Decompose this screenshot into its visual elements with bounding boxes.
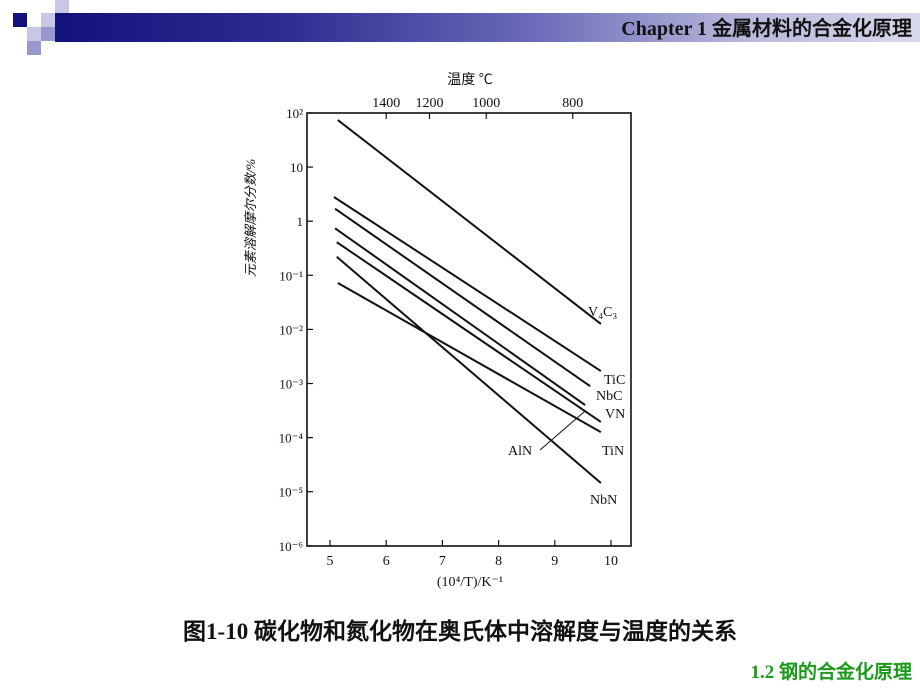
y-tick-label: 10⁻²	[279, 322, 303, 337]
series-label: V₄C₃	[588, 305, 617, 320]
x-tick-label: 7	[439, 554, 446, 569]
figure-caption: 图1-10 碳化物和氮化物在奥氏体中溶解度与温度的关系	[183, 619, 737, 644]
deco-square	[27, 27, 41, 41]
y-tick-label: 10⁻³	[279, 377, 303, 392]
plot-frame	[306, 112, 632, 547]
y-tick-label: 10⁻⁴	[279, 431, 304, 446]
y-tick-label: 10	[290, 160, 303, 175]
series-label: TiC	[604, 373, 625, 388]
y-tick-label: 10⁻⁵	[279, 485, 303, 500]
y-axis-label: 元素溶解摩尔分数/%	[243, 158, 258, 278]
deco-square	[41, 27, 55, 41]
section-footer: 1.2 钢的合金化原理	[750, 662, 912, 683]
chart-svg: 5 6 7 8 9 10 (10⁴/T)/K⁻¹ 1400 1200 1000 800 温度 ℃ 10²…	[279, 72, 632, 590]
series-line-tin	[337, 282, 602, 434]
top-x-axis-label: 温度 ℃	[447, 72, 493, 88]
series-label: TiN	[602, 444, 624, 459]
top-x-tick-label: 800	[562, 96, 583, 111]
series-line-nbn	[336, 256, 602, 484]
x-axis-label: (10⁴/T)/K⁻¹	[437, 575, 503, 590]
series-line-vn	[334, 227, 586, 406]
top-x-tick-label: 1400	[372, 96, 400, 111]
x-tick-label: 9	[551, 554, 558, 569]
series-line-vc	[337, 119, 602, 325]
series-label: NbC	[596, 389, 622, 404]
series-label: VN	[605, 407, 625, 422]
header-bar	[55, 13, 920, 42]
top-x-tick-label: 1200	[415, 96, 443, 111]
top-x-tick-label: 1000	[472, 96, 500, 111]
aln-leader-line	[539, 410, 586, 451]
deco-square	[13, 13, 27, 27]
y-tick-label: 10²	[286, 106, 303, 121]
x-tick-label: 5	[327, 554, 334, 569]
x-tick-label: 6	[383, 554, 390, 569]
series-line-aln	[336, 241, 602, 423]
x-tick-label: 10	[604, 554, 618, 569]
deco-square	[41, 13, 55, 27]
deco-square	[55, 0, 69, 13]
y-tick-label: 10⁻⁶	[279, 539, 303, 554]
chart: 5 6 7 8 9 10 (10⁴/T)/K⁻¹ 1400 1200 1000 800 温度 ℃ 10²…	[279, 72, 632, 590]
series-line-tic	[333, 196, 602, 372]
x-tick-label: 8	[495, 554, 502, 569]
y-tick-label: 1	[297, 214, 304, 229]
series-line-nbc	[334, 207, 591, 388]
series-label: NbN	[590, 493, 617, 508]
chapter-title: Chapter 1 金属材料的合金化原理	[621, 18, 912, 40]
deco-square	[27, 41, 41, 55]
aln-annotation: AlN	[508, 444, 532, 459]
y-tick-label: 10⁻¹	[279, 268, 303, 283]
